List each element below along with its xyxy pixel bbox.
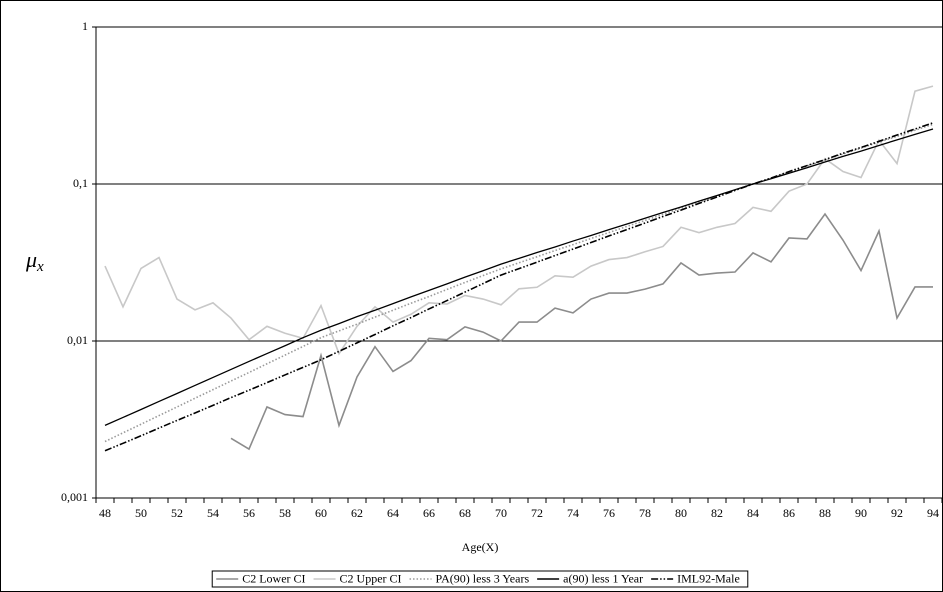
x-tick-label: 54 [207,506,219,520]
x-tick-label: 56 [243,506,255,520]
y-axis-label: μx [25,247,44,275]
x-tick-label: 68 [459,506,471,520]
y-tick-label: 0,1 [73,176,88,190]
y-tick-label: 0,01 [67,333,88,347]
y-axis-symbol: μ [25,247,37,272]
x-tick-label: 52 [171,506,183,520]
series-line [104,128,934,426]
legend-label: a(90) less 1 Year [563,571,643,585]
legend-label: C2 Upper CI [340,571,402,585]
x-tick-label: 86 [783,506,795,520]
x-tick-label: 80 [675,506,687,520]
x-tick-label: 48 [99,506,111,520]
y-tick-label: 0,001 [61,490,88,504]
x-tick-label: 78 [639,506,651,520]
legend-label: PA(90) less 3 Years [436,571,530,585]
legend: C2 Lower CI C2 Upper CI PA(90) less 3 Year… [211,570,749,588]
series-line [104,122,934,452]
legend-box [211,570,749,588]
x-tick-label: 62 [351,506,363,520]
x-tick-label: 72 [531,506,543,520]
legend-label: IML92-Male [677,571,740,585]
x-tick-label: 60 [315,506,327,520]
x-tick-label: 92 [891,506,903,520]
x-tick-label: 76 [603,506,615,520]
series-line [104,85,934,356]
x-tick-label: 94 [927,506,939,520]
legend-label: C2 Lower CI [242,571,305,585]
x-tick-label: 58 [279,506,291,520]
x-tick-label: 70 [495,506,507,520]
x-tick-label: 66 [423,506,435,520]
x-tick-label: 82 [711,506,723,520]
x-tick-label: 84 [747,506,759,520]
series-line [230,212,933,451]
x-tick-label: 74 [567,506,579,520]
x-axis-label: Age(X) [462,540,499,554]
x-tick-label: 50 [135,506,147,520]
x-tick-label: 90 [855,506,867,520]
y-tick-label: 1 [82,19,88,33]
x-tick-label: 88 [819,506,831,520]
x-tick-label: 64 [387,506,399,520]
y-axis-subscript: x [36,259,44,275]
